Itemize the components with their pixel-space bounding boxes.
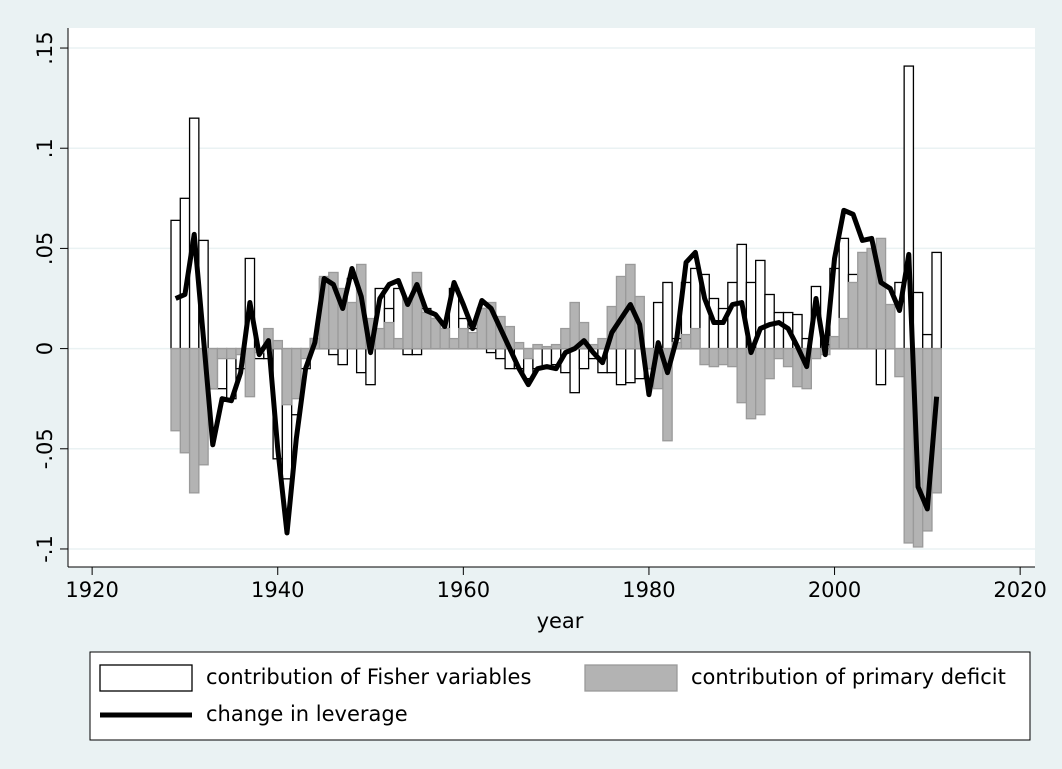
bar [606,347,618,374]
bar [467,331,478,350]
bar [690,327,701,350]
bar [615,347,627,386]
y-tick-label: -.05 [33,428,57,469]
bar [448,337,460,350]
bar [578,321,590,350]
legend-label: contribution of primary deficit [691,665,1006,689]
bar [829,335,840,350]
bar [894,347,905,378]
bar [179,347,191,454]
bar [420,311,432,350]
bar [170,347,181,432]
legend-swatch [99,664,193,692]
bar [625,347,636,384]
x-tick-label: 2020 [993,578,1046,602]
bar [875,237,887,350]
bar [291,347,302,400]
bar [458,327,469,350]
bar [727,347,738,368]
y-tick-label: .15 [33,31,57,64]
bar [569,301,580,350]
x-tick-label: 1960 [437,578,490,602]
bar [541,345,553,350]
bar [439,327,451,350]
bar [560,327,571,350]
x-axis-title: year [537,609,584,633]
legend-swatch [584,664,678,692]
bar [411,347,423,356]
legend-box [89,651,1031,741]
bar [532,343,543,350]
bar [680,333,692,350]
line [174,207,940,536]
x-tick-label: 1920 [65,578,118,602]
bar [523,347,534,360]
legend-label: change in leverage [206,702,408,726]
legend-label: contribution of Fisher variables [206,665,531,689]
bar [699,347,710,366]
bar [773,311,785,350]
bar [884,303,896,350]
bar [411,271,423,350]
bar [216,347,228,360]
bar [773,347,785,360]
bar [922,333,933,350]
bar [272,339,284,350]
bar [430,317,441,350]
bar [226,347,237,360]
bar [875,347,887,386]
bar [337,347,348,366]
bar [857,251,868,350]
bar [578,347,590,370]
bar [662,347,673,442]
bar [569,347,580,394]
bar [847,281,859,350]
bar [281,347,293,406]
x-tick-label: 2000 [808,578,861,602]
bar [708,347,720,368]
bar [346,301,358,350]
y-tick-label: .1 [33,138,57,158]
bar [838,317,850,350]
bar [244,347,256,398]
bar [931,251,942,350]
bar [550,343,562,350]
bar [383,321,395,350]
bar [810,347,822,360]
bar [495,347,506,360]
bar [662,281,673,350]
x-tick-label: 1980 [622,578,675,602]
bar [328,347,339,356]
bar [912,291,924,350]
bar [717,347,729,366]
bar [782,347,794,368]
x-tick-label: 1940 [251,578,304,602]
bar [402,347,413,356]
bar [764,347,775,380]
bar [188,347,200,494]
bar [745,347,757,420]
y-tick-label: .05 [33,232,57,265]
bar [393,337,404,350]
bar [355,347,367,374]
y-tick-label: -.1 [33,535,57,563]
y-tick-label: 0 [33,342,57,355]
bar [170,219,181,350]
bar [736,347,748,404]
bar [513,341,525,350]
plot-area [68,28,1035,567]
bar [755,347,766,416]
